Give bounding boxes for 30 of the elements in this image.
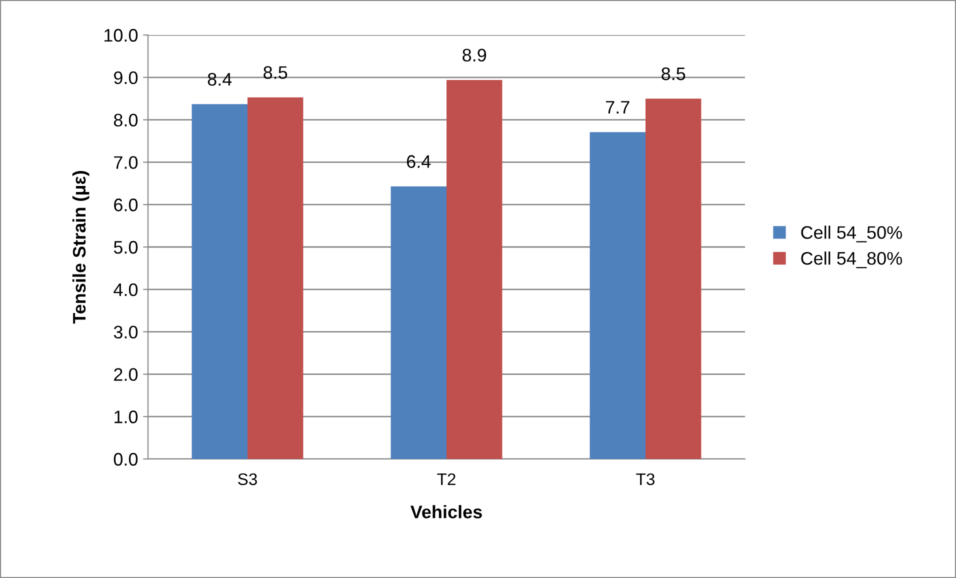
y-tick-label: 3.0 [114,326,138,339]
bar [446,80,502,459]
x-tick-label: T2 [437,473,456,485]
x-axis-title: Vehicles [410,505,482,518]
y-tick-label: 5.0 [114,240,138,254]
legend-label: Cell 54_50% [801,226,902,242]
bar [646,98,702,459]
y-tick-label: 9.0 [114,71,138,84]
bar [590,132,646,459]
bar [248,97,304,459]
y-tick-label: 1.0 [114,410,138,424]
bar [192,104,248,459]
x-tick-label: S3 [238,473,257,486]
y-tick-label: 8.0 [114,114,138,127]
data-label: 6.4 [407,155,431,168]
data-label: 8.5 [662,67,686,80]
y-tick-label: 6.0 [114,198,138,212]
y-tick-label: 0.0 [114,452,138,466]
data-label: 8.9 [462,48,486,62]
legend-label: Cell 54_80% [801,252,902,268]
y-tick-label: 10.0 [104,28,138,42]
y-tick-label: 2.0 [114,368,138,381]
y-tick-label: 4.0 [114,283,138,296]
x-tick-label: T3 [636,473,654,486]
data-label: 8.4 [208,72,232,86]
bar [390,186,446,459]
y-axis-title: Tensile Strain (με) [72,171,90,324]
y-tick-label: 7.0 [114,156,138,169]
data-label: 8.5 [264,66,288,79]
data-label: 7.7 [606,101,630,114]
